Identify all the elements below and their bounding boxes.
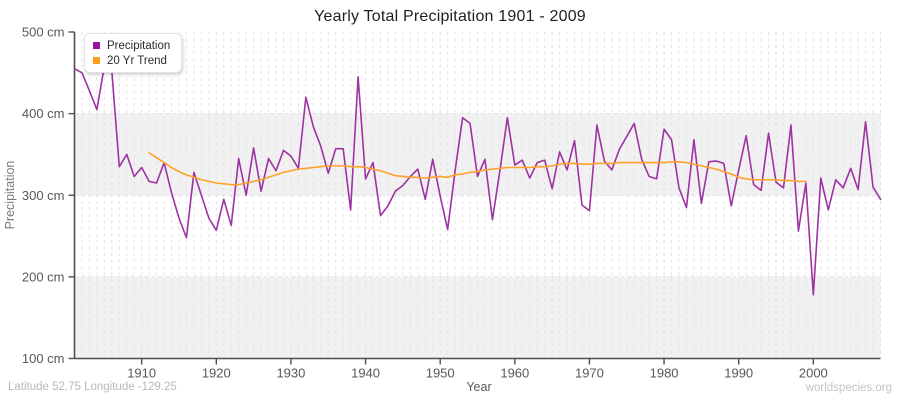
svg-text:1950: 1950: [426, 366, 455, 381]
svg-text:500 cm: 500 cm: [22, 25, 65, 40]
svg-text:400 cm: 400 cm: [22, 106, 65, 121]
svg-text:1960: 1960: [500, 366, 529, 381]
svg-text:1910: 1910: [127, 366, 156, 381]
svg-text:300 cm: 300 cm: [22, 188, 65, 203]
legend-item-trend: 20 Yr Trend: [93, 53, 170, 68]
legend-label-precipitation: Precipitation: [107, 39, 171, 52]
svg-text:2000: 2000: [799, 366, 828, 381]
svg-text:200 cm: 200 cm: [22, 269, 65, 284]
legend-item-precipitation: Precipitation: [93, 38, 170, 53]
legend-label-trend: 20 Yr Trend: [107, 54, 167, 67]
svg-text:100 cm: 100 cm: [22, 351, 65, 366]
svg-text:1940: 1940: [351, 366, 380, 381]
legend: Precipitation 20 Yr Trend: [84, 33, 183, 73]
svg-text:1980: 1980: [650, 366, 679, 381]
coordinates-label: Latitude 52.75 Longitude -129.25: [8, 381, 177, 393]
y-axis-title: Precipitation: [3, 160, 17, 230]
svg-text:1970: 1970: [575, 366, 604, 381]
svg-text:1920: 1920: [202, 366, 231, 381]
x-axis-title: Year: [466, 380, 492, 394]
svg-text:1990: 1990: [724, 366, 753, 381]
page-title: Yearly Total Precipitation 1901 - 2009: [314, 8, 586, 25]
trend-swatch-icon: [93, 57, 100, 64]
svg-text:1930: 1930: [276, 366, 305, 381]
precipitation-swatch-icon: [93, 42, 100, 49]
watermark-label: worldspecies.org: [805, 382, 892, 394]
